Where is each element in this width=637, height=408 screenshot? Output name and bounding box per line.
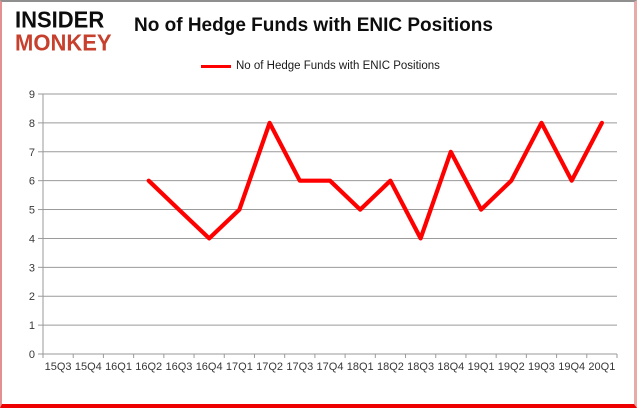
y-axis-label: 0 bbox=[29, 349, 35, 361]
x-axis-label: 18Q2 bbox=[377, 361, 404, 373]
x-axis-label: 17Q3 bbox=[286, 361, 313, 373]
x-axis-label: 17Q2 bbox=[256, 361, 283, 373]
x-axis-label: 15Q4 bbox=[75, 361, 102, 373]
x-axis-label: 16Q4 bbox=[196, 361, 223, 373]
chart-title: No of Hedge Funds with ENIC Positions bbox=[134, 15, 493, 36]
x-axis-label: 17Q4 bbox=[317, 361, 344, 373]
logo-text-insider: INSIDER bbox=[15, 6, 105, 33]
y-axis-label: 8 bbox=[29, 118, 35, 130]
y-axis-label: 3 bbox=[29, 262, 35, 274]
x-axis-label: 16Q2 bbox=[135, 361, 162, 373]
x-axis-label: 20Q1 bbox=[588, 361, 615, 373]
x-axis-label: 17Q1 bbox=[226, 361, 253, 373]
chart-legend: No of Hedge Funds with ENIC Positions bbox=[201, 60, 440, 72]
y-axis-label: 9 bbox=[29, 89, 35, 101]
x-axis-label: 19Q2 bbox=[498, 361, 525, 373]
x-axis-label: 16Q1 bbox=[105, 361, 132, 373]
x-axis-label: 18Q3 bbox=[407, 361, 434, 373]
x-axis-label: 19Q4 bbox=[558, 361, 585, 373]
y-axis-label: 5 bbox=[29, 205, 35, 217]
y-axis-label: 2 bbox=[29, 291, 35, 303]
y-axis-label: 7 bbox=[29, 147, 35, 159]
legend-label: No of Hedge Funds with ENIC Positions bbox=[236, 60, 440, 72]
x-axis-label: 19Q3 bbox=[528, 361, 555, 373]
x-axis-label: 15Q3 bbox=[45, 361, 72, 373]
y-axis-label: 1 bbox=[29, 320, 35, 332]
x-axis-label: 19Q1 bbox=[468, 361, 495, 373]
x-axis-label: 18Q1 bbox=[347, 361, 374, 373]
legend-line-swatch bbox=[201, 64, 231, 68]
insider-monkey-logo: INSIDER MONKEY bbox=[15, 6, 112, 56]
x-axis-label: 16Q3 bbox=[165, 361, 192, 373]
y-axis-label: 6 bbox=[29, 176, 35, 188]
series-line bbox=[146, 120, 604, 241]
logo-text-monkey: MONKEY bbox=[15, 29, 112, 56]
x-axis-label: 18Q4 bbox=[437, 361, 464, 373]
y-axis-label: 4 bbox=[29, 233, 35, 245]
